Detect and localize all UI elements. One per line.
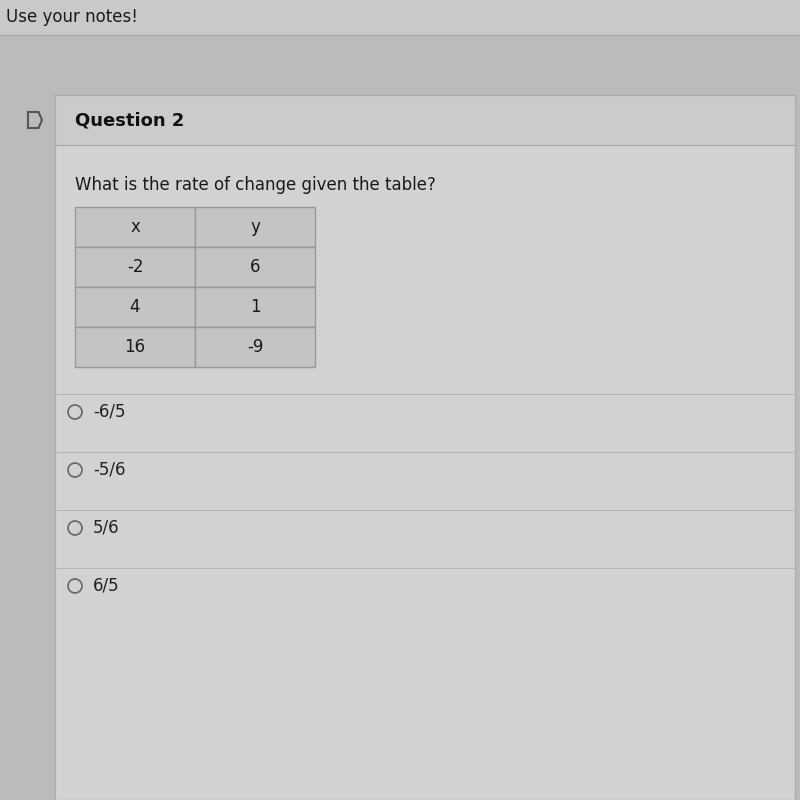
Text: -5/6: -5/6 <box>93 461 126 479</box>
FancyBboxPatch shape <box>75 287 195 327</box>
Text: 1: 1 <box>250 298 260 316</box>
Text: 6/5: 6/5 <box>93 577 120 595</box>
Text: y: y <box>250 218 260 236</box>
FancyBboxPatch shape <box>195 247 315 287</box>
Text: 6: 6 <box>250 258 260 276</box>
Text: Question 2: Question 2 <box>75 111 184 129</box>
Text: Use your notes!: Use your notes! <box>6 9 138 26</box>
Text: 4: 4 <box>130 298 140 316</box>
FancyBboxPatch shape <box>75 327 195 367</box>
FancyBboxPatch shape <box>195 327 315 367</box>
Text: -9: -9 <box>247 338 263 356</box>
Text: -6/5: -6/5 <box>93 403 126 421</box>
FancyBboxPatch shape <box>75 207 195 247</box>
FancyBboxPatch shape <box>0 0 800 35</box>
Text: What is the rate of change given the table?: What is the rate of change given the tab… <box>75 176 436 194</box>
FancyBboxPatch shape <box>55 95 795 145</box>
FancyBboxPatch shape <box>195 207 315 247</box>
Text: 16: 16 <box>125 338 146 356</box>
Text: -2: -2 <box>126 258 143 276</box>
Text: x: x <box>130 218 140 236</box>
FancyBboxPatch shape <box>75 247 195 287</box>
FancyBboxPatch shape <box>55 95 795 800</box>
Text: 5/6: 5/6 <box>93 519 120 537</box>
FancyBboxPatch shape <box>195 287 315 327</box>
